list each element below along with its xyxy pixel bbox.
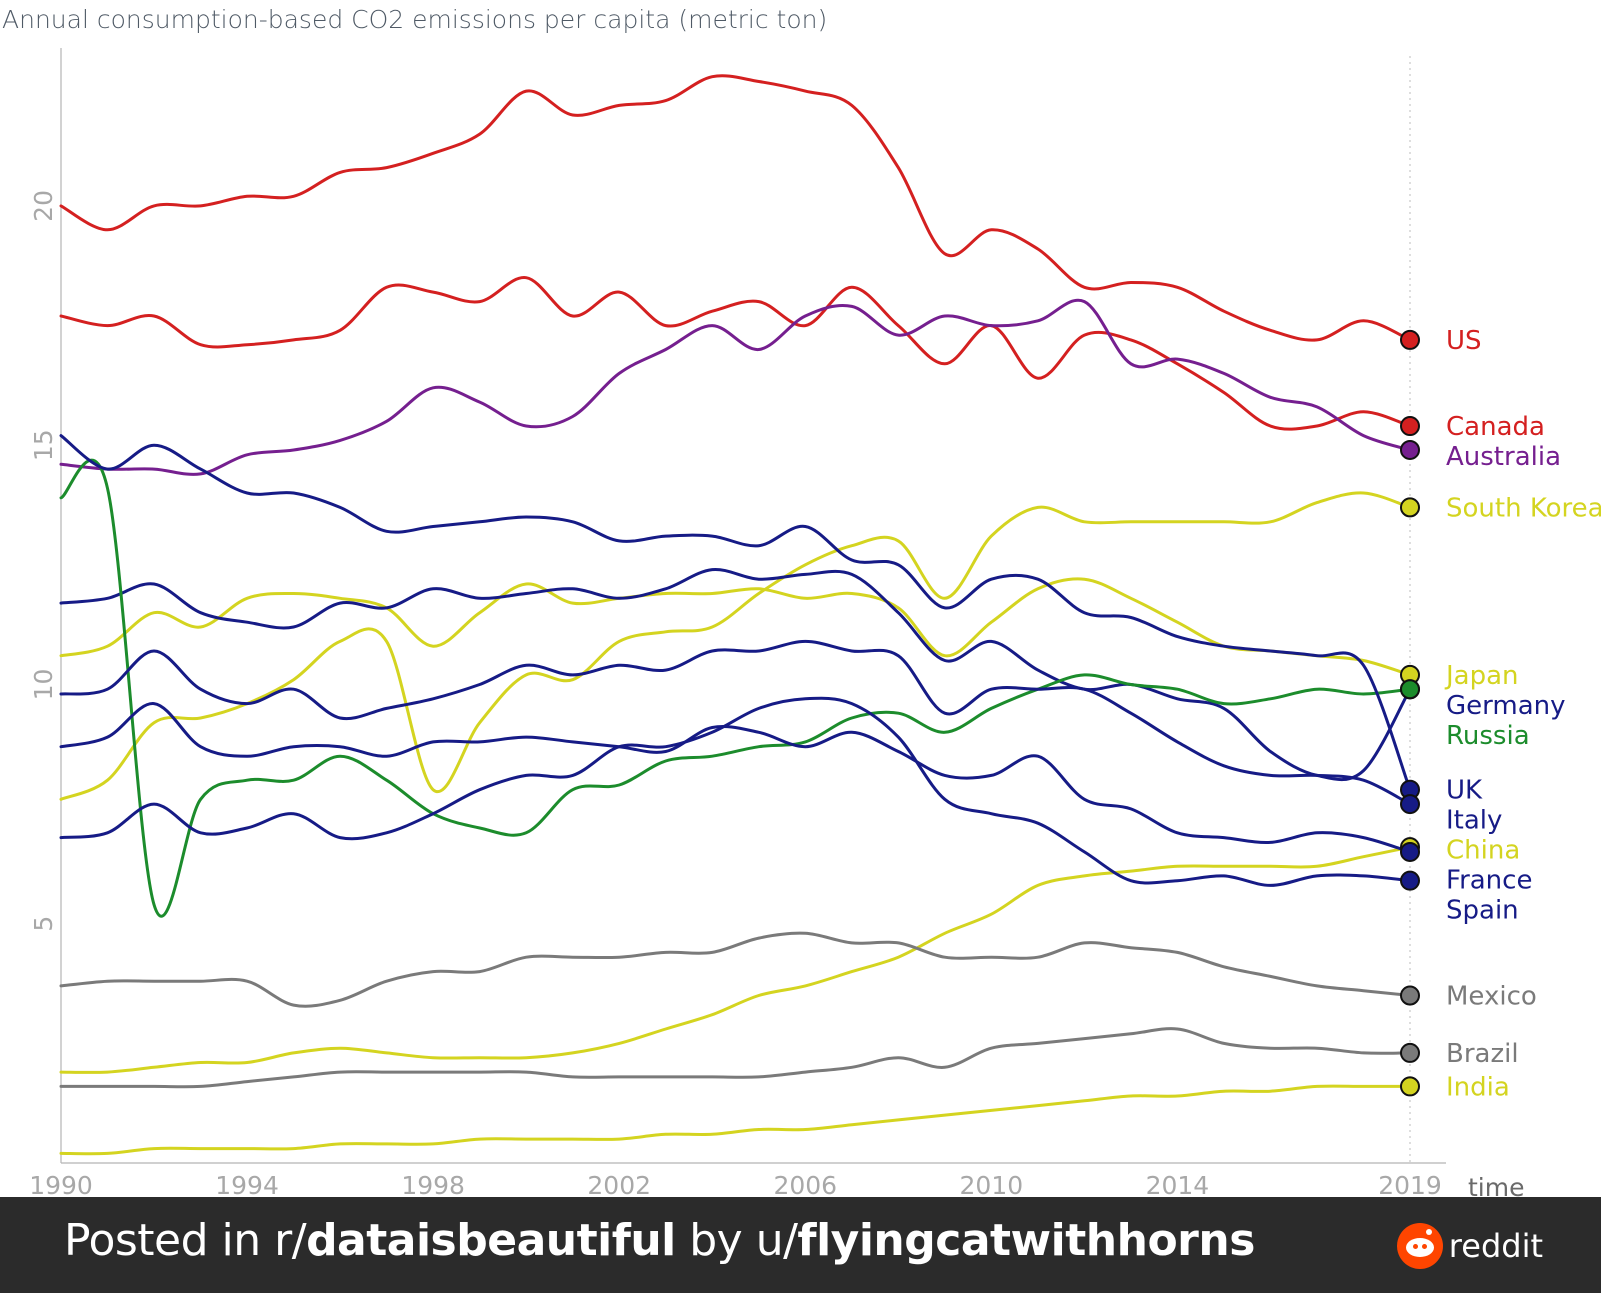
series-label-us: US (1446, 326, 1482, 356)
series-label-india: India (1446, 1072, 1510, 1102)
series-label-canada: Canada (1446, 412, 1545, 442)
x-tick-label: 1994 (215, 1171, 279, 1197)
series-label-australia: Australia (1446, 442, 1561, 472)
series-line-australia (59, 298, 1412, 476)
end-marker-mexico (1400, 985, 1420, 1006)
user-link[interactable]: flyingcatwithhorns (797, 1215, 1255, 1266)
end-marker-italy (1400, 794, 1420, 815)
series-line-mexico (59, 931, 1412, 1008)
end-marker-spain (1400, 870, 1420, 891)
footer-middle: by u/ (675, 1215, 798, 1266)
end-marker-us (1400, 329, 1420, 350)
end-marker-india (1400, 1076, 1420, 1097)
x-tick-label: 1990 (29, 1171, 93, 1197)
reddit-wordmark: reddit (1448, 1227, 1543, 1265)
series-line-france (59, 702, 1412, 854)
end-marker-brazil (1400, 1042, 1420, 1063)
series-label-china: China (1446, 836, 1520, 866)
series-label-uk: UK (1446, 776, 1483, 806)
series-label-germany: Germany (1446, 691, 1566, 721)
end-markers (1400, 329, 1420, 1097)
reddit-logo-icon (1396, 1223, 1443, 1269)
footer-prefix: Posted in r/ (64, 1215, 307, 1266)
end-marker-canada (1400, 416, 1420, 437)
series-label-south-korea: South Korea (1446, 493, 1601, 523)
series-label-brazil: Brazil (1446, 1039, 1519, 1069)
series-label-italy: Italy (1446, 806, 1502, 836)
series-line-us (59, 74, 1412, 342)
series-label-spain: Spain (1446, 896, 1519, 926)
x-tick-label: 2014 (1146, 1171, 1210, 1197)
series-line-italy (59, 639, 1412, 806)
series-line-canada (59, 276, 1412, 431)
axes: 1990 1994 1998 2002 2006 2010 2014 2019 time 5 10 1… (29, 48, 1524, 1197)
series-line-germany (59, 568, 1412, 782)
end-marker-russia (1400, 679, 1420, 700)
end-marker-south-korea (1400, 497, 1420, 518)
series-line-japan (59, 577, 1412, 677)
x-tick-label: 2019 (1378, 1171, 1442, 1197)
y-tick-label: 10 (29, 669, 58, 701)
x-tick-label: 2006 (773, 1171, 837, 1197)
series-label-france: France (1446, 866, 1532, 896)
reddit-badge[interactable]: reddit (1396, 1223, 1543, 1269)
series-label-mexico: Mexico (1446, 982, 1537, 1012)
subreddit-link[interactable]: dataisbeautiful (306, 1215, 676, 1266)
series-line-spain (59, 696, 1412, 887)
series-line-china (59, 845, 1412, 1074)
series-label-japan: Japan (1444, 661, 1519, 691)
series-line-india (59, 1084, 1412, 1156)
line-chart: Annual consumption-based CO2 emissions p… (2, 5, 1601, 1197)
series-line-south-korea (59, 491, 1412, 801)
x-axis-title: time (1468, 1173, 1524, 1197)
end-marker-australia (1400, 439, 1420, 460)
y-tick-label: 15 (29, 429, 58, 461)
x-tick-label: 1998 (401, 1171, 465, 1197)
footer-text: Posted in r/dataisbeautiful by u/flyingc… (64, 1215, 1255, 1266)
series-line-uk (59, 434, 1412, 792)
y-tick-label: 5 (29, 916, 58, 932)
series-line-russia (59, 458, 1412, 918)
y-axis-title: Annual consumption-based CO2 emissions p… (2, 5, 827, 34)
x-tick-label: 2010 (960, 1171, 1024, 1197)
end-marker-france (1400, 841, 1420, 862)
reddit-footer-bar: Posted in r/dataisbeautiful by u/flyingc… (0, 1197, 1601, 1293)
x-tick-label: 2002 (587, 1171, 651, 1197)
series-line-brazil (59, 1027, 1412, 1089)
y-tick-label: 20 (29, 190, 58, 222)
series-lines (59, 74, 1412, 1156)
series-label-russia: Russia (1446, 721, 1530, 751)
